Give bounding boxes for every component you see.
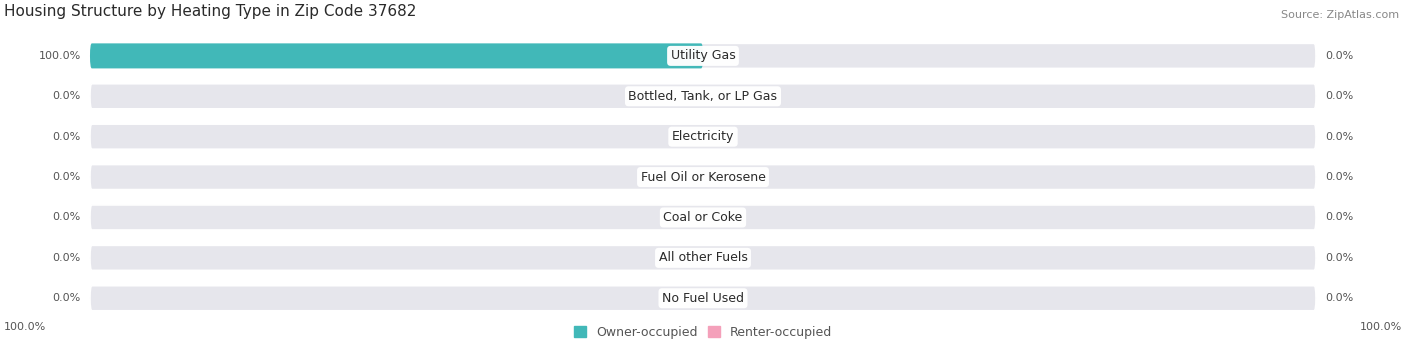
- Text: 0.0%: 0.0%: [1326, 132, 1354, 142]
- Text: 0.0%: 0.0%: [1326, 212, 1354, 222]
- FancyBboxPatch shape: [90, 286, 1316, 311]
- Text: 0.0%: 0.0%: [52, 293, 80, 303]
- Text: 0.0%: 0.0%: [52, 91, 80, 101]
- FancyBboxPatch shape: [90, 165, 1316, 190]
- Text: 100.0%: 100.0%: [38, 51, 80, 61]
- Text: 0.0%: 0.0%: [1326, 253, 1354, 263]
- Legend: Owner-occupied, Renter-occupied: Owner-occupied, Renter-occupied: [574, 326, 832, 339]
- FancyBboxPatch shape: [90, 84, 1316, 109]
- Text: 0.0%: 0.0%: [52, 253, 80, 263]
- Text: 0.0%: 0.0%: [52, 132, 80, 142]
- FancyBboxPatch shape: [90, 124, 1316, 149]
- Text: 100.0%: 100.0%: [1360, 322, 1402, 332]
- Text: Utility Gas: Utility Gas: [671, 49, 735, 62]
- Text: Housing Structure by Heating Type in Zip Code 37682: Housing Structure by Heating Type in Zip…: [4, 4, 416, 19]
- FancyBboxPatch shape: [90, 245, 1316, 270]
- Text: 0.0%: 0.0%: [1326, 293, 1354, 303]
- Text: Source: ZipAtlas.com: Source: ZipAtlas.com: [1281, 10, 1399, 20]
- Text: 100.0%: 100.0%: [4, 322, 46, 332]
- FancyBboxPatch shape: [90, 43, 1316, 69]
- Text: All other Fuels: All other Fuels: [658, 251, 748, 264]
- Text: 0.0%: 0.0%: [1326, 172, 1354, 182]
- FancyBboxPatch shape: [90, 43, 703, 69]
- Text: 0.0%: 0.0%: [52, 212, 80, 222]
- Text: Coal or Coke: Coal or Coke: [664, 211, 742, 224]
- Text: Bottled, Tank, or LP Gas: Bottled, Tank, or LP Gas: [628, 90, 778, 103]
- FancyBboxPatch shape: [90, 205, 1316, 230]
- Text: Fuel Oil or Kerosene: Fuel Oil or Kerosene: [641, 170, 765, 183]
- Text: 0.0%: 0.0%: [52, 172, 80, 182]
- Text: 0.0%: 0.0%: [1326, 91, 1354, 101]
- Text: Electricity: Electricity: [672, 130, 734, 143]
- Text: No Fuel Used: No Fuel Used: [662, 292, 744, 305]
- Text: 0.0%: 0.0%: [1326, 51, 1354, 61]
